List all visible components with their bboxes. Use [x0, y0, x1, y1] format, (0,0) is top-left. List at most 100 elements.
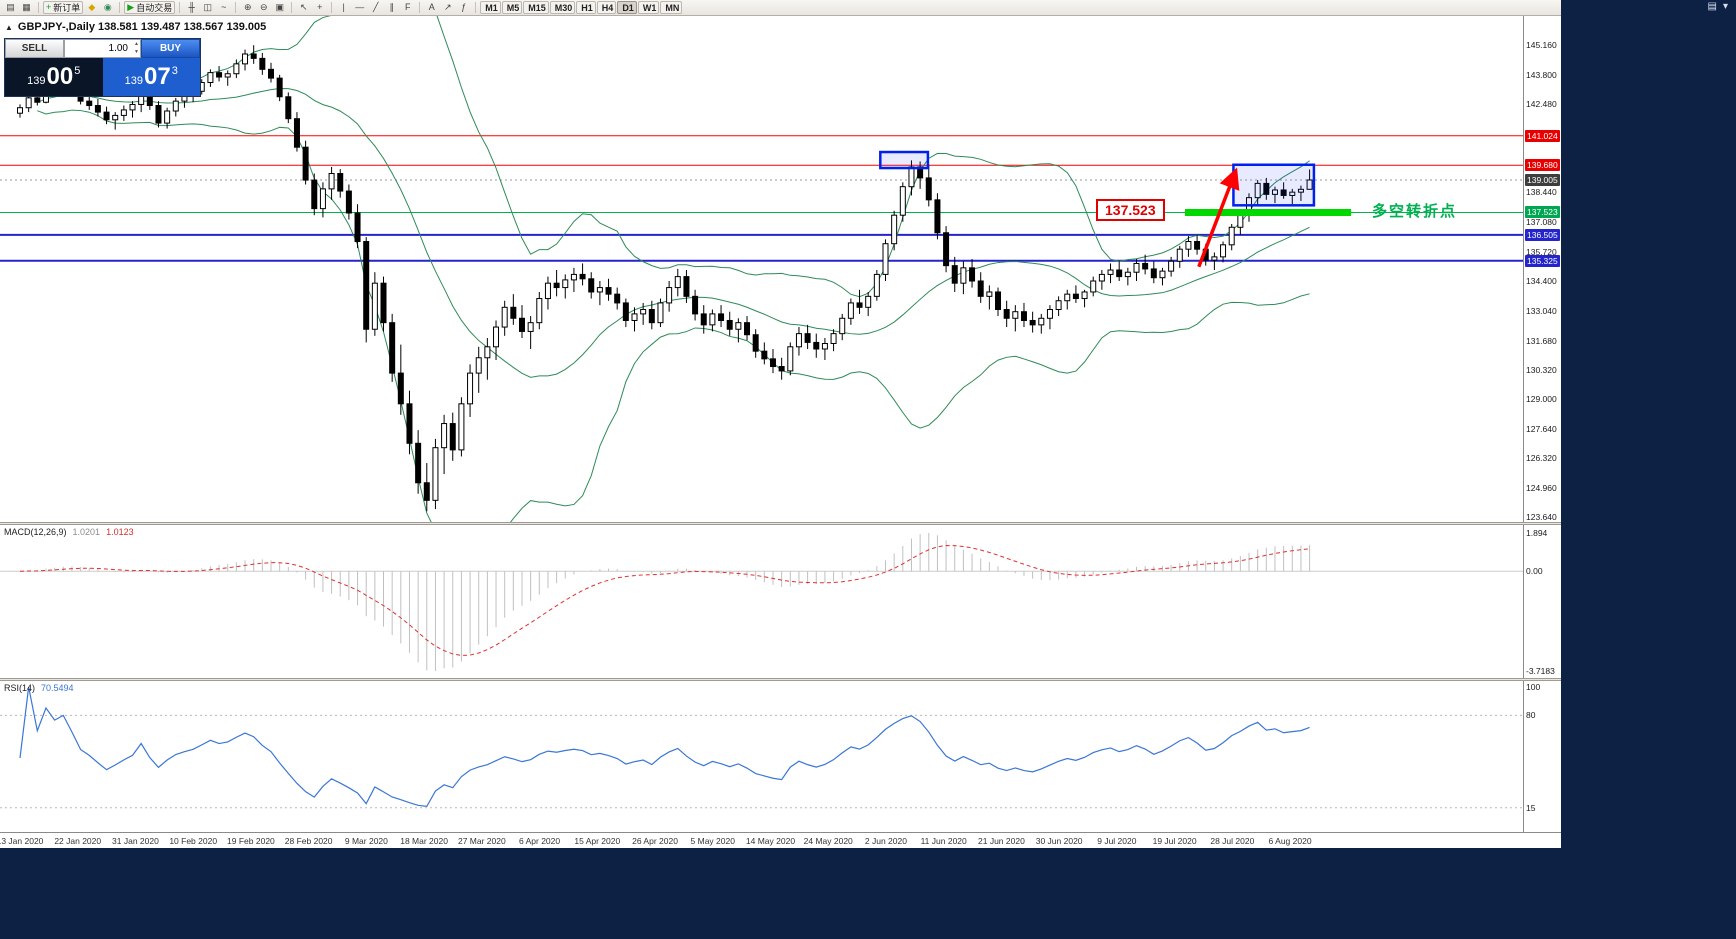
blue-rectangle-annotation[interactable] [879, 150, 930, 170]
bar-chart-icon[interactable]: ╫ [184, 1, 199, 14]
candlestick-chart-icon[interactable]: ◫ [200, 1, 215, 14]
trendline-icon[interactable]: ╱ [368, 1, 383, 14]
axis-label: 135.720 [1526, 247, 1557, 258]
fibonacci-icon[interactable]: F [400, 1, 415, 14]
date-label: 28 Jul 2020 [1210, 836, 1255, 846]
time-axis[interactable]: 13 Jan 2020 22 Jan 2020 31 Jan 2020 10 Feb … [0, 832, 1561, 848]
macd-signal-value: 1.0123 [106, 527, 134, 537]
stepper-up-icon[interactable]: ▲ [134, 41, 139, 47]
price-callout-annotation[interactable]: 137.523 [1096, 199, 1165, 221]
zoom-in-icon[interactable]: ⊕ [240, 1, 255, 14]
crosshair-icon[interactable]: + [312, 1, 327, 14]
timeframe-m5[interactable]: M5 [501, 1, 523, 14]
zoom-out-icon[interactable]: ⊖ [256, 1, 271, 14]
new-order-button[interactable]: + 新订单 [43, 1, 84, 14]
date-label: 19 Feb 2020 [227, 836, 275, 846]
text-label-icon[interactable]: A [424, 1, 439, 14]
chart-profiles-icon[interactable]: ▦ [19, 1, 34, 14]
window-list-icon[interactable]: ▤ [1707, 1, 1717, 12]
axis-label: 142.480 [1526, 98, 1557, 109]
toolbar-options-icon[interactable]: ▾ [1722, 1, 1728, 12]
timeframe-m1[interactable]: M1 [480, 1, 501, 14]
toolbar-separator [475, 2, 477, 13]
date-label: 14 May 2020 [745, 836, 796, 846]
timeframe-h1[interactable]: H1 [576, 1, 596, 14]
autotrading-button[interactable]: ▶ 自动交易 [124, 1, 176, 14]
sell-button[interactable]: SELL [5, 39, 64, 58]
metaeditor-icon[interactable]: ◆ [84, 1, 99, 14]
equidistant-channel-icon[interactable]: ∥ [384, 1, 399, 14]
chart-annotations[interactable] [879, 150, 1352, 268]
new-order-button-label: 新订单 [53, 3, 81, 13]
bid-price-button[interactable]: 139 00 5 [5, 58, 103, 96]
tile-windows-icon: ▣ [275, 2, 284, 12]
turning-point-label[interactable]: 多空转折点 [1372, 203, 1458, 220]
new-chart-icon[interactable]: ▤ [3, 1, 18, 14]
date-label: 10 Feb 2020 [169, 836, 218, 846]
date-label: 6 Apr 2020 [519, 836, 561, 846]
stepper-down-icon[interactable]: ▼ [134, 48, 139, 55]
macd-pane[interactable] [0, 525, 1561, 678]
timeframe-w1[interactable]: W1 [637, 1, 660, 14]
market-watch-icon[interactable]: ◉ [100, 1, 115, 14]
date-label: 15 Apr 2020 [574, 836, 621, 846]
cursor-icon: ↖ [299, 2, 308, 12]
autotrading-icon: ▶ [127, 2, 135, 12]
toolbar-separator [38, 2, 39, 13]
pane-separator-rsi[interactable] [0, 678, 1561, 681]
zoom-out-icon: ⊖ [259, 2, 268, 12]
line-chart-icon[interactable]: ~ [216, 1, 231, 14]
toolbar-right-icons: ▤ ▾ [1708, 2, 1728, 12]
timeframe-h4-label: H4 [601, 2, 614, 13]
axis-label: 100 [1526, 682, 1541, 692]
horizontal-line-icon[interactable]: — [352, 1, 367, 14]
trade-panel-collapse-arrow[interactable]: ▲ [5, 22, 13, 32]
arrows-icon: ↗ [443, 2, 452, 12]
indicators-icon[interactable]: ƒ [456, 1, 471, 14]
equidistant-channel-icon: ∥ [389, 2, 394, 12]
date-label: 9 Mar 2020 [344, 836, 388, 846]
timeframe-mn[interactable]: MN [660, 1, 683, 14]
timeframe-h4[interactable]: H4 [596, 1, 617, 14]
timeframe-mn-label: MN [665, 2, 680, 13]
bid-fraction: 5 [74, 65, 81, 77]
timeframe-m15[interactable]: M15 [523, 1, 549, 14]
date-label: 31 Jan 2020 [112, 836, 159, 846]
axis-label: 123.640 [1526, 511, 1557, 522]
cursor-icon[interactable]: ↖ [296, 1, 311, 14]
axis-label: 131.680 [1526, 335, 1557, 346]
chart-window-gbpjpy-daily[interactable]: 145.160 143.800 142.480 138.440 137.080 135.7… [0, 16, 1561, 848]
timeframe-d1[interactable]: D1 [617, 1, 637, 14]
price-axis[interactable]: 145.160 143.800 142.480 138.440 137.080 135.7… [1523, 16, 1561, 832]
macd-name: MACD(12,26,9) [4, 527, 67, 537]
date-label: 13 Jan 2020 [0, 836, 44, 846]
timeframe-m30[interactable]: M30 [549, 1, 576, 14]
volume-field[interactable]: 1.00 ▲ ▼ [64, 39, 141, 58]
new-chart-icon: ▤ [6, 2, 15, 12]
autotrading-button-label: 自动交易 [136, 3, 173, 13]
timeframe-m5-label: M5 [506, 2, 520, 13]
volume-stepper[interactable]: ▲ ▼ [134, 41, 139, 56]
date-label: 11 Jun 2020 [920, 836, 967, 846]
date-label: 30 Jun 2020 [1035, 836, 1083, 846]
macd-indicator-label: MACD(12,26,9) 1.0201 1.0123 [4, 527, 134, 537]
vertical-line-icon[interactable]: | [336, 1, 351, 14]
blue-rectangle-annotation[interactable] [1232, 163, 1316, 207]
price-pane[interactable] [0, 16, 1561, 522]
trend-arrow-annotation[interactable] [1197, 167, 1240, 268]
ask-price-button[interactable]: 139 07 3 [102, 58, 200, 96]
rsi-name: RSI(14) [4, 683, 36, 693]
pane-separator-macd[interactable] [0, 522, 1561, 525]
buy-button[interactable]: BUY [141, 39, 200, 58]
price-tag: 139.680 [1525, 159, 1560, 172]
rsi-pane[interactable] [0, 681, 1561, 832]
chart-profiles-icon: ▦ [22, 2, 31, 12]
toolbar-separator [419, 2, 421, 13]
toolbar-separator [179, 2, 181, 13]
arrows-icon[interactable]: ↗ [440, 1, 455, 14]
toolbar-separator [235, 2, 237, 13]
horizontal-level-lines[interactable] [0, 135, 1523, 262]
metaeditor-icon: ◆ [88, 2, 96, 12]
candlestick-chart-icon: ◫ [203, 2, 212, 12]
tile-windows-icon[interactable]: ▣ [272, 1, 287, 14]
